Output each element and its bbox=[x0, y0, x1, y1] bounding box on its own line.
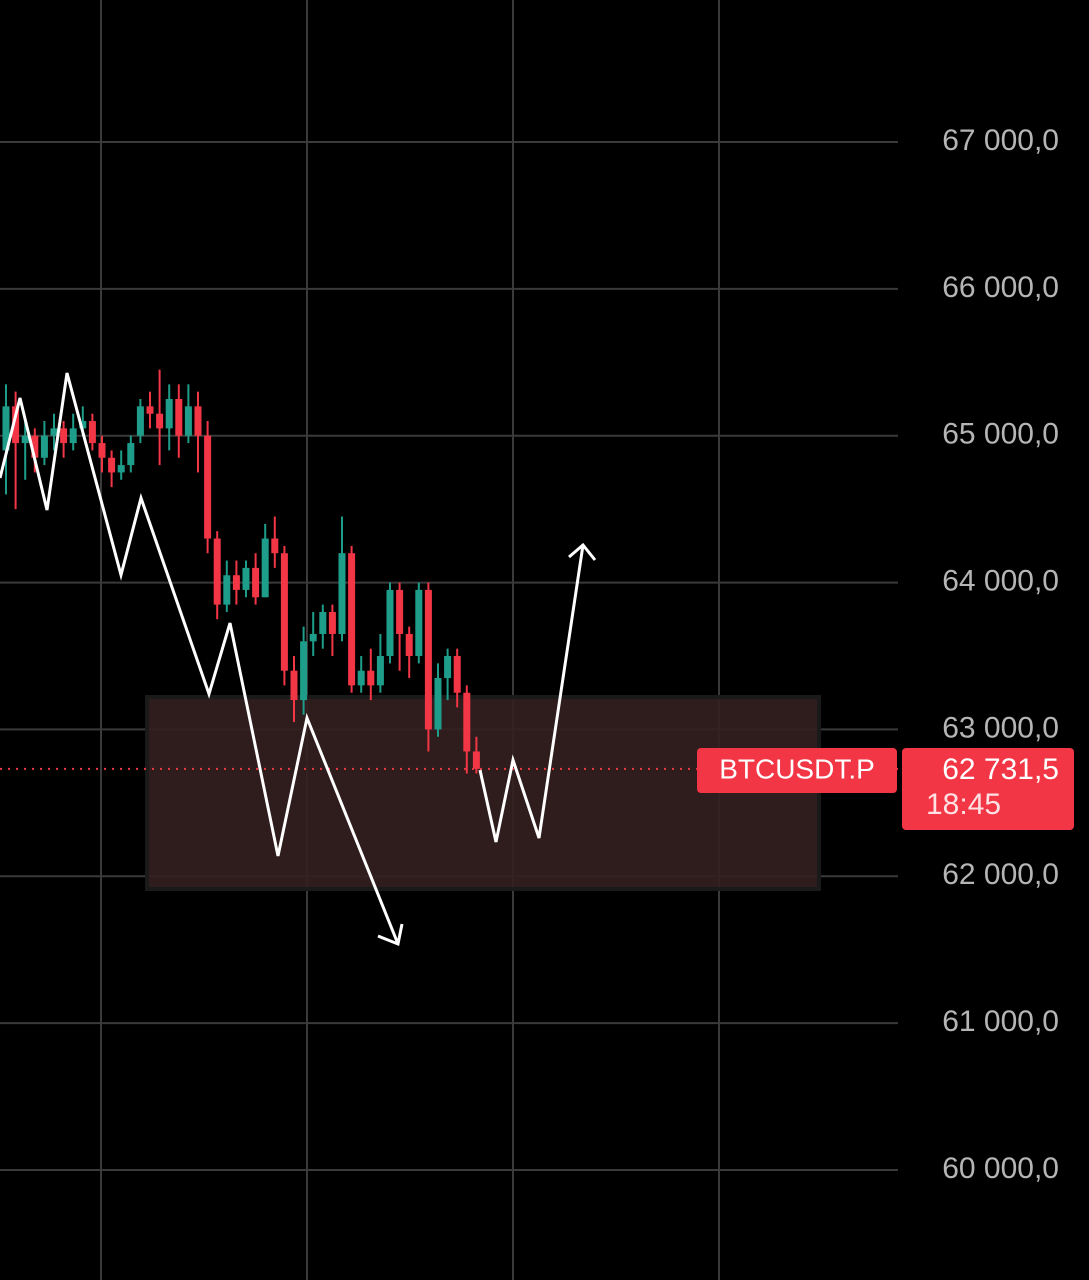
candle-body bbox=[21, 435, 29, 444]
drawn-path bbox=[0, 372, 400, 945]
candle-body bbox=[472, 751, 480, 769]
candle-body bbox=[386, 589, 394, 657]
y-tick-label: 62 000,0 bbox=[942, 858, 1059, 891]
candles bbox=[0, 369, 900, 774]
candle-body bbox=[232, 575, 240, 590]
candle-body bbox=[146, 406, 154, 414]
candle-body bbox=[213, 538, 221, 605]
candle-body bbox=[396, 589, 404, 634]
candle-body bbox=[453, 656, 461, 693]
countdown: 18:45 bbox=[926, 788, 1001, 821]
candle-body bbox=[50, 428, 58, 436]
time-grid bbox=[100, 0, 720, 1280]
candle-body bbox=[31, 435, 39, 458]
candle-body bbox=[194, 406, 202, 436]
candle-body bbox=[463, 692, 471, 752]
candle-body bbox=[405, 633, 413, 657]
candle-body bbox=[300, 641, 308, 701]
candle-body bbox=[434, 678, 442, 730]
y-tick-label: 63 000,0 bbox=[942, 711, 1059, 744]
candle-body bbox=[357, 670, 365, 686]
candle-body bbox=[79, 421, 87, 429]
candle-body bbox=[127, 443, 135, 466]
candle-body bbox=[271, 538, 279, 554]
candle-body bbox=[136, 406, 144, 436]
candle-body bbox=[319, 611, 327, 634]
candle-body bbox=[175, 399, 183, 436]
y-tick-label: 60 000,0 bbox=[942, 1152, 1059, 1185]
candle-body bbox=[328, 611, 336, 634]
candle-body bbox=[184, 406, 192, 436]
arrow-head bbox=[377, 923, 404, 947]
last-price-bg bbox=[902, 748, 1074, 830]
candle-body bbox=[290, 670, 298, 701]
last-price-label: 62 731,5 bbox=[942, 753, 1059, 786]
candle-body bbox=[165, 399, 173, 429]
symbol-label-bg bbox=[697, 748, 897, 793]
candle-body bbox=[2, 406, 10, 451]
candle-body bbox=[204, 435, 212, 539]
candle-body bbox=[252, 567, 260, 598]
arrow-head bbox=[568, 542, 597, 561]
y-tick-label: 64 000,0 bbox=[942, 565, 1059, 598]
candle-body bbox=[309, 633, 317, 642]
y-tick-label: 67 000,0 bbox=[942, 124, 1059, 157]
candle-body bbox=[69, 428, 77, 444]
candle-body bbox=[223, 575, 231, 605]
candle-body bbox=[338, 553, 346, 634]
y-tick-label: 65 000,0 bbox=[942, 418, 1059, 451]
y-tick-label: 61 000,0 bbox=[942, 1005, 1059, 1038]
candle-body bbox=[280, 553, 288, 671]
candle-body bbox=[60, 428, 68, 444]
price-labels: 67 000,0 66 000,0 65 000,0 64 000,0 63 000,0… bbox=[942, 124, 1059, 1185]
candle-body bbox=[444, 656, 452, 679]
candle-body bbox=[367, 670, 375, 686]
drawing bbox=[0, 372, 597, 947]
candle-body bbox=[98, 443, 106, 458]
drawn-path bbox=[478, 544, 585, 843]
candle-body bbox=[12, 406, 20, 444]
candle-body bbox=[117, 465, 125, 473]
candle-body bbox=[261, 538, 269, 598]
candle-body bbox=[156, 413, 164, 429]
candle-body bbox=[108, 457, 116, 473]
y-tick-label: 66 000,0 bbox=[942, 271, 1059, 304]
candle-body bbox=[242, 567, 250, 590]
candle-body bbox=[376, 656, 384, 686]
candle-body bbox=[348, 553, 356, 686]
candle-body bbox=[415, 589, 423, 657]
symbol-label: BTCUSDT.P bbox=[719, 753, 875, 784]
candle-body bbox=[88, 421, 96, 444]
candle-body bbox=[40, 435, 48, 458]
candle-body bbox=[424, 589, 432, 730]
